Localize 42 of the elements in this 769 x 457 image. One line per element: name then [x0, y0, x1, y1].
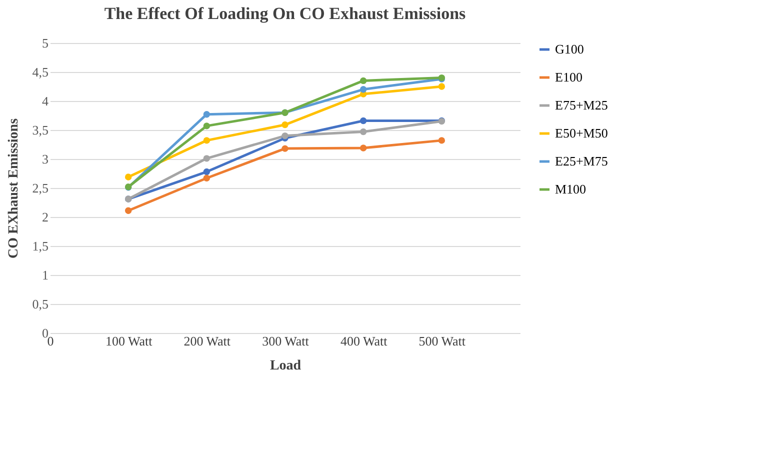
point [360, 117, 367, 124]
y-tick-label: 2 [42, 210, 48, 224]
y-tick-label: 3 [42, 152, 48, 166]
legend-label: E75+M25 [555, 98, 608, 112]
y-tick-label: 4,5 [32, 64, 48, 80]
y-tick-label: 5 [42, 36, 48, 50]
point [360, 128, 367, 136]
point [203, 122, 210, 130]
x-tick-label: 100 Watt [105, 334, 153, 348]
y-tick-label: 0,5 [32, 296, 48, 312]
x-tick-label: 400 Watt [340, 334, 388, 348]
point [203, 137, 210, 144]
y-tick-label: 3,5 [32, 122, 48, 138]
legend-label: M100 [555, 182, 586, 196]
legend-label: E100 [555, 70, 582, 84]
point [360, 77, 367, 84]
chart-title: The Effect Of Loading On CO Exhaust Emissions [104, 4, 466, 23]
point [203, 168, 210, 176]
legend-label: E50+M50 [555, 126, 608, 140]
x-tick-label: 300 Watt [262, 334, 310, 348]
x-axis-title: Load [270, 358, 302, 374]
point [438, 137, 446, 144]
y-tick-label: 2,5 [32, 180, 48, 196]
point [203, 110, 210, 118]
x-tick-label: 200 Watt [184, 334, 231, 348]
legend-label: E25+M75 [555, 154, 608, 168]
point [282, 145, 288, 152]
point [282, 132, 288, 140]
x-tick-label: 500 Watt [418, 334, 466, 348]
point [360, 86, 367, 93]
point [124, 207, 132, 214]
point [360, 144, 367, 152]
point [282, 121, 288, 128]
y-tick-label: 1,5 [32, 238, 48, 254]
point [124, 174, 132, 180]
point [203, 174, 210, 182]
point [438, 83, 446, 90]
y-tick-label: 4 [42, 94, 49, 108]
point [203, 155, 210, 162]
y-tick-label: 1 [42, 268, 48, 282]
legend-label: G100 [555, 42, 584, 56]
y-axis-title: CO EXhaust Emissions [6, 118, 22, 259]
